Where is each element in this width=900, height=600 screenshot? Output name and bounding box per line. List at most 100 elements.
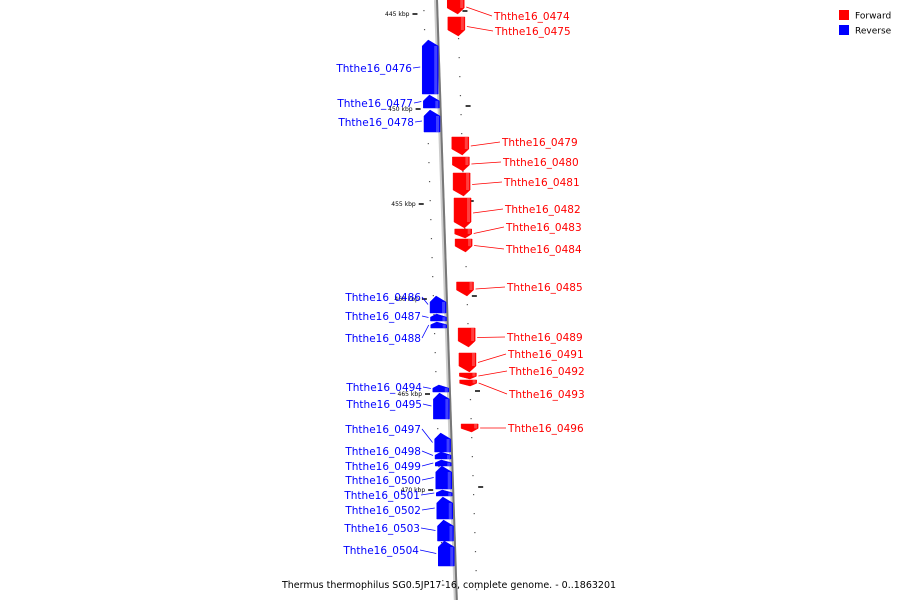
gene-label[interactable]: Ththe16_0504 (342, 545, 419, 557)
gene-ththe16_0494[interactable]: Ththe16_0494 (345, 382, 450, 394)
gene-ththe16_0500[interactable]: Ththe16_0500 (344, 465, 453, 490)
gene-label[interactable]: Ththe16_0483 (505, 222, 582, 234)
gene-ththe16_0501[interactable]: Ththe16_0501 (343, 489, 453, 502)
gene-arrow[interactable] (459, 379, 477, 387)
gene-label[interactable]: Ththe16_0499 (344, 461, 421, 473)
gene-arrow[interactable] (454, 228, 472, 239)
gene-ththe16_0474[interactable]: Ththe16_0474 (446, 0, 570, 23)
gene-ththe16_0498[interactable]: Ththe16_0498 (344, 446, 452, 460)
gene-arrow[interactable] (436, 489, 453, 497)
gene-label[interactable]: Ththe16_0488 (344, 333, 421, 345)
gene-label[interactable]: Ththe16_0480 (502, 157, 579, 169)
gene-arrow[interactable] (429, 295, 447, 314)
gene-label[interactable]: Ththe16_0477 (336, 98, 413, 110)
gene-ththe16_0502[interactable]: Ththe16_0502 (344, 496, 454, 520)
gene-arrow[interactable] (438, 540, 455, 567)
gene-leader-line (477, 336, 506, 338)
gene-label[interactable]: Ththe16_0492 (508, 366, 585, 378)
gene-arrow[interactable] (432, 384, 450, 393)
gene-arrow[interactable] (430, 313, 447, 322)
gene-label[interactable]: Ththe16_0494 (345, 382, 422, 394)
gene-arrow[interactable] (452, 172, 471, 197)
gene-ththe16_0491[interactable]: Ththe16_0491 (458, 349, 584, 373)
gene-arrow[interactable] (454, 238, 473, 253)
gene-arrow[interactable] (423, 94, 440, 109)
gene-highlight (444, 388, 448, 392)
gene-ththe16_0489[interactable]: Ththe16_0489 (457, 327, 583, 348)
gene-label[interactable]: Ththe16_0495 (345, 399, 422, 411)
gene-arrow[interactable] (421, 39, 439, 95)
gene-ththe16_0503[interactable]: Ththe16_0503 (343, 519, 454, 542)
gene-label[interactable]: Ththe16_0497 (344, 424, 421, 436)
minor-tick (457, 38, 460, 40)
gene-arrow[interactable] (458, 352, 477, 373)
gene-arrow[interactable] (451, 136, 470, 156)
gene-arrow[interactable] (436, 496, 454, 520)
gene-arrow[interactable] (453, 197, 472, 229)
gene-ththe16_0495[interactable]: Ththe16_0495 (345, 392, 450, 420)
gene-arrow[interactable] (423, 109, 441, 133)
gene-label[interactable]: Ththe16_0487 (344, 311, 421, 323)
gene-label[interactable]: Ththe16_0485 (506, 282, 583, 294)
gene-highlight (467, 229, 471, 234)
gene-label[interactable]: Ththe16_0481 (503, 177, 580, 189)
gene-ththe16_0475[interactable]: Ththe16_0475 (447, 16, 571, 38)
gene-leader-line (421, 462, 434, 467)
gene-ththe16_0493[interactable]: Ththe16_0493 (459, 379, 585, 401)
gene-label[interactable]: Ththe16_0489 (506, 332, 583, 344)
gene-ththe16_0504[interactable]: Ththe16_0504 (342, 540, 455, 567)
gene-label[interactable]: Ththe16_0501 (343, 490, 420, 502)
gene-label[interactable]: Ththe16_0491 (507, 349, 584, 361)
gene-label[interactable]: Ththe16_0475 (494, 26, 571, 38)
gene-arrow[interactable] (430, 321, 447, 329)
gene-arrow[interactable] (433, 392, 450, 420)
minor-tick (438, 466, 440, 468)
gene-label[interactable]: Ththe16_0476 (335, 63, 412, 75)
gene-ththe16_0483[interactable]: Ththe16_0483 (454, 222, 582, 239)
gene-ththe16_0484[interactable]: Ththe16_0484 (454, 238, 582, 256)
gene-ththe16_0480[interactable]: Ththe16_0480 (452, 156, 579, 172)
gene-arrow[interactable] (434, 451, 452, 460)
gene-ththe16_0477[interactable]: Ththe16_0477 (336, 94, 440, 110)
tick-label: 445 kbp (385, 11, 410, 18)
gene-label[interactable]: Ththe16_0496 (507, 423, 584, 435)
gene-label[interactable]: Ththe16_0479 (501, 137, 578, 149)
gene-arrow[interactable] (457, 327, 476, 348)
gene-ththe16_0487[interactable]: Ththe16_0487 (344, 311, 447, 323)
gene-arrow[interactable] (459, 372, 477, 380)
minor-tick (429, 200, 431, 202)
gene-arrow[interactable] (447, 16, 466, 37)
gene-ththe16_0488[interactable]: Ththe16_0488 (344, 321, 447, 345)
gene-leader-line (421, 296, 429, 305)
gene-ththe16_0486[interactable]: Ththe16_0486 (344, 292, 447, 314)
gene-label[interactable]: Ththe16_0502 (344, 505, 421, 517)
gene-label[interactable]: Ththe16_0486 (344, 292, 421, 304)
gene-arrow[interactable] (435, 465, 453, 490)
gene-label[interactable]: Ththe16_0478 (337, 117, 414, 129)
gene-arrow[interactable] (435, 459, 452, 467)
gene-arrow[interactable] (446, 0, 465, 15)
gene-ththe16_0481[interactable]: Ththe16_0481 (452, 172, 580, 197)
gene-label[interactable]: Ththe16_0482 (504, 204, 581, 216)
legend-label-forward: Forward (855, 12, 891, 22)
gene-arrow[interactable] (434, 432, 451, 453)
gene-label[interactable]: Ththe16_0500 (344, 475, 421, 487)
gene-ththe16_0482[interactable]: Ththe16_0482 (453, 197, 581, 229)
gene-ththe16_0497[interactable]: Ththe16_0497 (344, 424, 451, 453)
gene-arrow[interactable] (437, 519, 454, 542)
gene-ththe16_0485[interactable]: Ththe16_0485 (456, 281, 583, 297)
gene-ththe16_0478[interactable]: Ththe16_0478 (337, 109, 441, 133)
gene-label[interactable]: Ththe16_0498 (344, 446, 421, 458)
gene-label[interactable]: Ththe16_0493 (508, 389, 585, 401)
gene-arrow[interactable] (452, 156, 470, 172)
gene-ththe16_0476[interactable]: Ththe16_0476 (335, 39, 439, 95)
gene-ththe16_0479[interactable]: Ththe16_0479 (451, 136, 578, 156)
gene-arrow[interactable] (456, 281, 474, 297)
gene-label[interactable]: Ththe16_0474 (493, 11, 570, 23)
gene-ththe16_0492[interactable]: Ththe16_0492 (459, 366, 585, 380)
gene-arrow[interactable] (460, 423, 479, 433)
gene-ththe16_0499[interactable]: Ththe16_0499 (344, 459, 452, 473)
gene-label[interactable]: Ththe16_0484 (505, 244, 582, 256)
gene-label[interactable]: Ththe16_0503 (343, 523, 420, 535)
gene-ththe16_0496[interactable]: Ththe16_0496 (460, 423, 584, 435)
